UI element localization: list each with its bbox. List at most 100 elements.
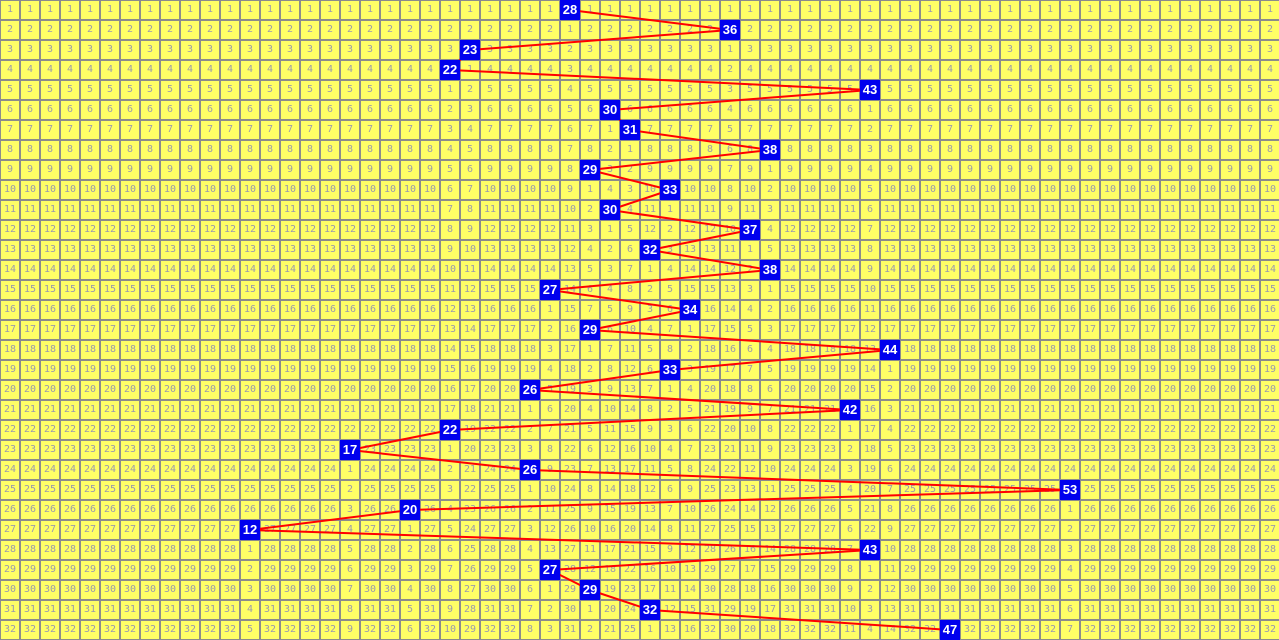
omission-cell: 5 [1061,81,1079,99]
omission-cell: 26 [461,561,479,579]
omission-cell: 25 [1041,481,1059,499]
omission-cell: 19 [1121,361,1139,379]
omission-cell: 12 [701,221,719,239]
omission-cell: 2 [741,261,759,279]
omission-cell: 8 [1201,141,1219,159]
omission-cell: 29 [101,561,119,579]
omission-cell: 6 [441,181,459,199]
omission-cell: 9 [661,541,679,559]
omission-cell: 28 [301,541,319,559]
omission-cell: 6 [641,101,659,119]
omission-cell: 9 [21,161,39,179]
omission-cell: 11 [581,541,599,559]
omission-cell: 3 [201,41,219,59]
omission-cell: 3 [861,41,879,59]
omission-cell: 17 [101,321,119,339]
omission-cell: 4 [721,101,739,119]
omission-cell: 14 [1161,261,1179,279]
omission-cell: 26 [821,501,839,519]
omission-cell: 23 [1181,441,1199,459]
omission-cell: 1 [1201,1,1219,19]
omission-cell: 32 [141,621,159,639]
omission-cell: 11 [1161,201,1179,219]
omission-cell: 2 [861,121,879,139]
omission-cell: 18 [241,341,259,359]
omission-cell: 7 [821,121,839,139]
omission-cell: 6 [341,561,359,579]
omission-cell: 1 [481,1,499,19]
omission-cell: 9 [821,161,839,179]
omission-cell: 16 [1221,301,1239,319]
omission-cell: 28 [941,541,959,559]
omission-cell: 6 [1021,101,1039,119]
omission-cell: 26 [781,501,799,519]
omission-cell: 26 [161,501,179,519]
omission-cell: 11 [1181,201,1199,219]
omission-cell: 22 [241,421,259,439]
omission-cell: 18 [61,341,79,359]
omission-cell: 16 [21,301,39,319]
omission-cell: 23 [941,441,959,459]
omission-cell: 23 [161,441,179,459]
omission-cell: 15 [521,281,539,299]
omission-cell: 3 [281,41,299,59]
omission-cell: 28 [181,541,199,559]
omission-cell: 23 [1241,441,1259,459]
omission-cell: 26 [361,501,379,519]
hit-cell: 23 [460,40,480,60]
omission-cell: 26 [201,501,219,519]
omission-cell: 3 [581,381,599,399]
omission-cell: 22 [201,421,219,439]
omission-cell: 12 [221,221,239,239]
omission-cell: 4 [761,61,779,79]
omission-cell: 25 [1101,481,1119,499]
omission-cell: 14 [481,261,499,279]
omission-cell: 27 [1,521,19,539]
omission-cell: 11 [1141,201,1159,219]
omission-cell: 17 [21,321,39,339]
omission-cell: 30 [1201,581,1219,599]
omission-cell: 8 [721,181,739,199]
omission-cell: 7 [561,141,579,159]
omission-cell: 30 [941,581,959,599]
omission-cell: 8 [661,141,679,159]
omission-cell: 31 [1001,601,1019,619]
omission-cell: 26 [1261,501,1279,519]
omission-cell: 18 [1241,341,1259,359]
omission-cell: 2 [1061,21,1079,39]
omission-cell: 10 [101,181,119,199]
omission-cell: 27 [181,521,199,539]
omission-cell: 1 [21,1,39,19]
omission-cell: 14 [201,261,219,279]
omission-cell: 19 [81,361,99,379]
omission-cell: 10 [321,181,339,199]
omission-cell: 17 [1121,321,1139,339]
omission-cell: 30 [801,581,819,599]
omission-cell: 22 [801,421,819,439]
omission-cell: 12 [661,601,679,619]
omission-cell: 20 [481,381,499,399]
omission-cell: 7 [761,121,779,139]
omission-cell: 1 [1101,1,1119,19]
omission-cell: 2 [581,21,599,39]
omission-cell: 23 [261,441,279,459]
hit-cell: 29 [580,160,600,180]
omission-cell: 15 [1,281,19,299]
omission-cell: 15 [761,561,779,579]
omission-cell: 25 [1201,481,1219,499]
omission-cell: 10 [241,181,259,199]
omission-cell: 5 [1041,81,1059,99]
omission-cell: 20 [241,381,259,399]
omission-cell: 1 [1181,1,1199,19]
omission-cell: 5 [641,81,659,99]
omission-cell: 30 [61,581,79,599]
omission-cell: 7 [321,121,339,139]
omission-cell: 5 [281,81,299,99]
omission-cell: 15 [281,281,299,299]
omission-cell: 15 [1261,281,1279,299]
omission-cell: 19 [741,601,759,619]
omission-cell: 2 [101,21,119,39]
omission-cell: 25 [561,501,579,519]
omission-cell: 31 [1081,601,1099,619]
omission-cell: 20 [941,381,959,399]
